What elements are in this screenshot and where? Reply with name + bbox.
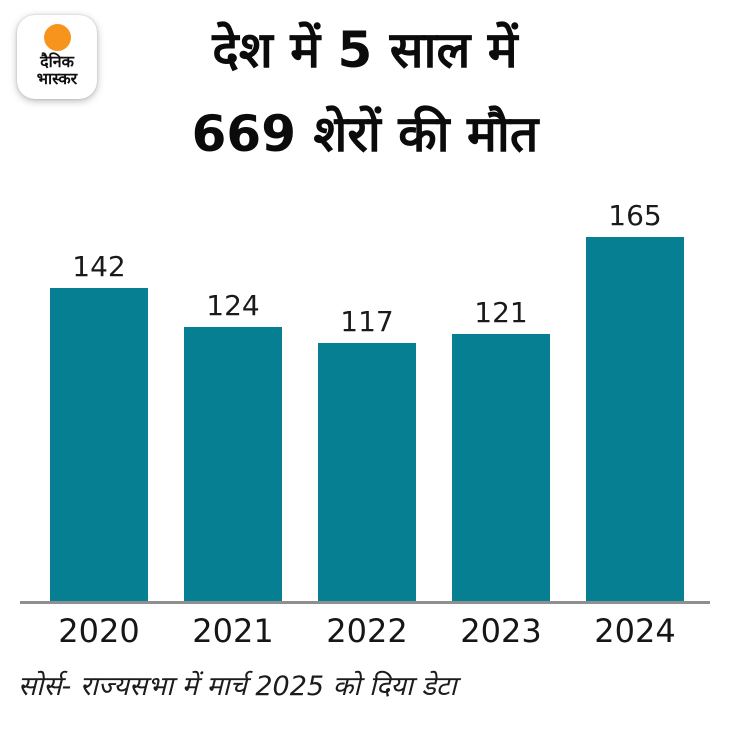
chart-title-line2: 669 शेरों की मौत: [191, 105, 539, 163]
bar-2022: [318, 343, 416, 601]
bar-value-label: 124: [206, 289, 260, 322]
bar-2023: [452, 334, 550, 601]
bar-value-label: 121: [474, 296, 528, 329]
bar-2021: [184, 327, 282, 601]
x-axis-label-2020: 2020: [58, 612, 140, 650]
bar-column-2021: 124: [184, 291, 282, 601]
x-axis-label-2023: 2023: [460, 612, 542, 650]
dainik-bhaskar-logo: दैनिक भास्कर: [17, 15, 97, 99]
bar-2024: [586, 237, 684, 601]
logo-text-line1: दैनिक: [40, 52, 74, 71]
bar-2020: [50, 288, 148, 601]
source-note: सोर्स- राज्यसभा में मार्च 2025 को दिया ड…: [18, 671, 457, 702]
bar-value-label: 142: [72, 250, 126, 283]
bar-value-label: 117: [340, 305, 394, 338]
x-axis-labels: 2020 2021 2022 2023 2024: [0, 611, 730, 651]
x-axis-label-2022: 2022: [326, 612, 408, 650]
chart-title: देश में 5 साल में 669 शेरों की मौत: [0, 0, 730, 176]
bar-chart-plot-area: 142 124 117 121 165: [0, 200, 730, 601]
bar-column-2024: 165: [586, 201, 684, 601]
x-axis-label-2021: 2021: [192, 612, 274, 650]
x-axis-label-2024: 2024: [594, 612, 676, 650]
chart-title-line1: देश में 5 साल में: [212, 21, 518, 79]
bar-value-label: 165: [608, 199, 662, 232]
logo-text-line2: भास्कर: [36, 69, 78, 88]
bar-column-2020: 142: [50, 252, 148, 601]
bar-column-2023: 121: [452, 298, 550, 601]
logo-sun-icon: [43, 24, 71, 51]
bar-column-2022: 117: [318, 307, 416, 601]
x-axis-line: [20, 601, 710, 604]
